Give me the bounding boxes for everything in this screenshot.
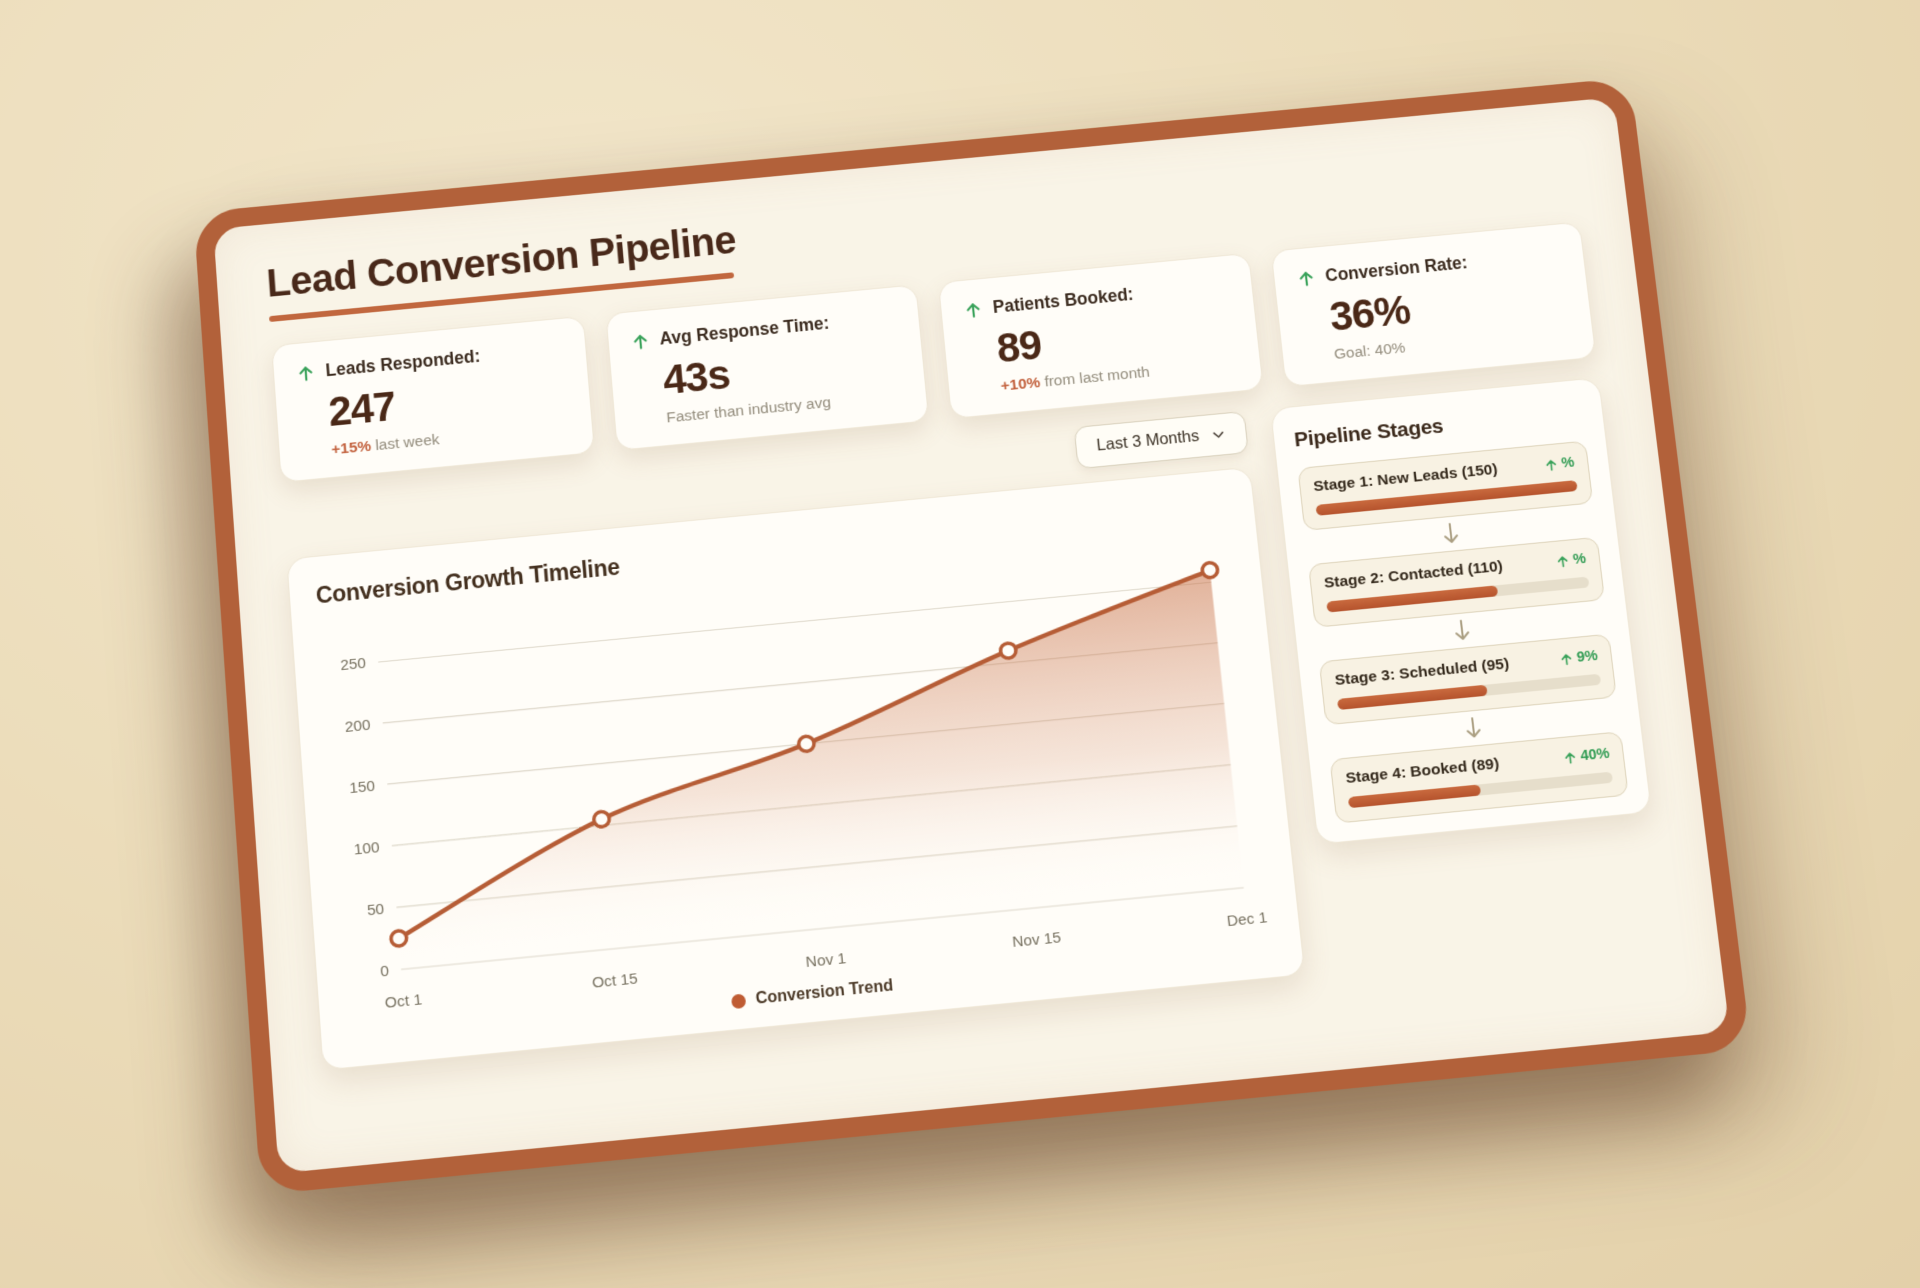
trend-up-icon: [1543, 457, 1560, 473]
svg-text:250: 250: [340, 655, 367, 674]
stage-delta-value: %: [1572, 550, 1587, 568]
stage-flow-row: [1315, 600, 1609, 662]
arrow-down-icon: [1461, 714, 1486, 742]
trend-up-icon: [1554, 553, 1571, 569]
svg-text:200: 200: [344, 716, 371, 735]
kpi-label: Patients Booked:: [991, 284, 1135, 317]
kpi-card-patients-booked: Patients Booked: 89 +10% from last month: [937, 252, 1264, 420]
svg-text:150: 150: [349, 777, 376, 796]
arrow-down-icon: [1438, 520, 1463, 548]
arrow-down-icon: [1454, 619, 1469, 640]
trend-up-icon: [295, 362, 316, 383]
legend-dot-icon: [730, 993, 747, 1010]
kpi-label: Conversion Rate:: [1324, 252, 1469, 286]
time-range-dropdown[interactable]: Last 3 Months: [1073, 410, 1249, 470]
stage-delta: 9%: [1558, 648, 1599, 668]
stage-delta: 40%: [1562, 746, 1611, 767]
svg-text:Oct 15: Oct 15: [591, 970, 638, 992]
kpi-note-highlight: +15%: [330, 437, 372, 459]
kpi-note-text: Goal: 40%: [1333, 339, 1407, 363]
kpi-note-text: from last month: [1039, 363, 1151, 391]
svg-text:0: 0: [380, 963, 390, 981]
kpi-card-conversion-rate: Conversion Rate: 36% Goal: 40%: [1270, 221, 1597, 388]
conversion-growth-card: Conversion Growth Timeline 0 50 100 150 200 2…: [286, 466, 1306, 1071]
svg-text:Dec 1: Dec 1: [1226, 909, 1268, 930]
kpi-card-leads-responded: Leads Responded: 247 +15% last week: [271, 315, 595, 483]
timeline-column: Last 3 Months Conversion Growth Timeline…: [282, 410, 1306, 1071]
conversion-trend-chart: 0 50 100 150 200 250 Oct 1 Oct 15 Nov 1 Nov 15 Dec…: [340, 532, 1268, 1012]
kpi-note-text: last week: [370, 431, 441, 455]
trend-up-icon: [1295, 267, 1317, 288]
dashboard-board: Lead Conversion Pipeline Leads Responded…: [193, 77, 1752, 1195]
trend-up-icon: [1562, 749, 1579, 765]
trend-up-icon: [962, 299, 984, 320]
svg-text:100: 100: [353, 839, 380, 858]
stage-progress-fill: [1336, 684, 1489, 711]
main-content-row: Last 3 Months Conversion Growth Timeline…: [282, 377, 1667, 1071]
stage-label: Stage 4: Booked (89): [1344, 755, 1500, 788]
stage-progress-fill: [1347, 784, 1482, 809]
stage-delta-value: 9%: [1575, 647, 1599, 666]
trend-up-icon: [1558, 651, 1575, 667]
kpi-card-avg-response-time: Avg Response Time: 43s Faster than indus…: [604, 284, 930, 451]
stage-delta: %: [1543, 455, 1575, 474]
trend-up-icon: [629, 331, 650, 352]
time-range-label: Last 3 Months: [1095, 427, 1201, 455]
stage-delta: %: [1554, 551, 1587, 570]
kpi-note-highlight: +10%: [999, 374, 1042, 395]
stage-delta-value: 40%: [1579, 745, 1611, 765]
stage-delta-value: %: [1560, 454, 1576, 472]
svg-text:Nov 15: Nov 15: [1011, 929, 1061, 951]
pipeline-stages-panel: Pipeline Stages Stage 1: New Leads (150)…: [1269, 377, 1653, 845]
svg-text:Nov 1: Nov 1: [805, 950, 847, 971]
svg-text:Oct 1: Oct 1: [384, 991, 422, 1012]
chevron-down-icon: [1210, 427, 1226, 443]
svg-text:50: 50: [366, 901, 384, 920]
